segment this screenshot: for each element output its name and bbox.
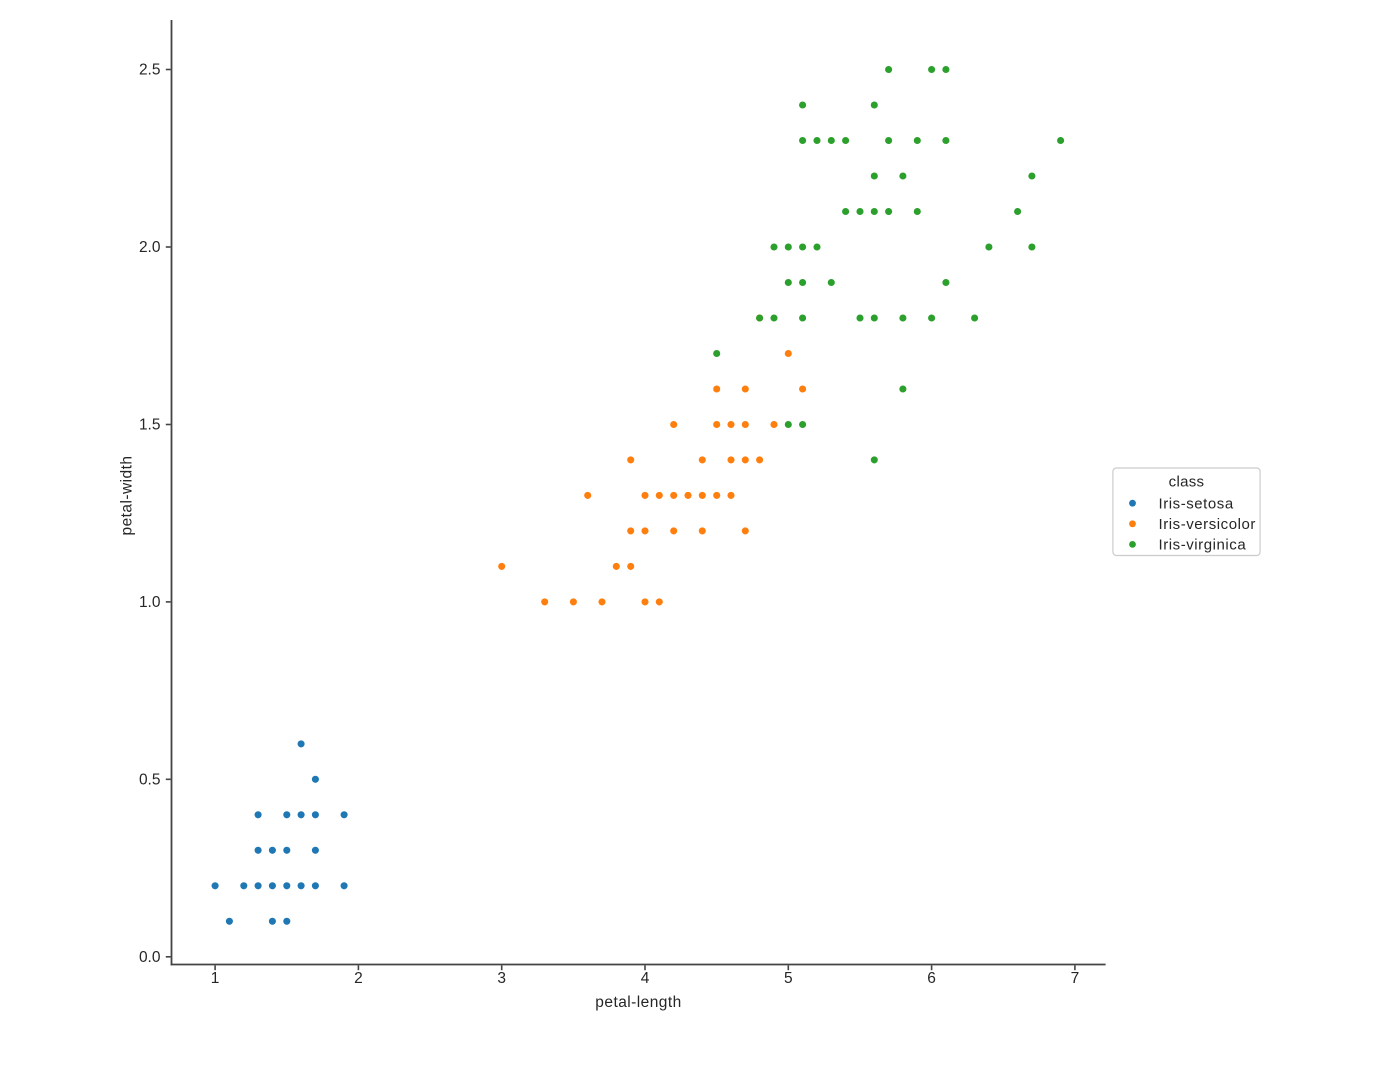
svg-text:class: class — [1169, 473, 1205, 490]
svg-text:0.0: 0.0 — [139, 949, 161, 966]
svg-text:5: 5 — [784, 970, 793, 987]
svg-text:6: 6 — [927, 970, 936, 987]
svg-text:1: 1 — [211, 970, 220, 987]
svg-text:2.5: 2.5 — [139, 62, 161, 79]
svg-text:0.5: 0.5 — [139, 772, 161, 789]
svg-text:3: 3 — [497, 970, 506, 987]
svg-text:petal-width: petal-width — [119, 456, 136, 536]
svg-text:2.0: 2.0 — [139, 239, 161, 256]
svg-text:Iris-versicolor: Iris-versicolor — [1159, 516, 1256, 533]
svg-text:4: 4 — [641, 970, 650, 987]
svg-text:Iris-setosa: Iris-setosa — [1159, 495, 1234, 512]
svg-text:2: 2 — [354, 970, 363, 987]
svg-text:Iris-virginica: Iris-virginica — [1159, 537, 1247, 554]
svg-text:7: 7 — [1071, 970, 1080, 987]
svg-text:1.0: 1.0 — [139, 594, 161, 611]
svg-text:petal-length: petal-length — [595, 994, 681, 1011]
svg-text:1.5: 1.5 — [139, 417, 161, 434]
